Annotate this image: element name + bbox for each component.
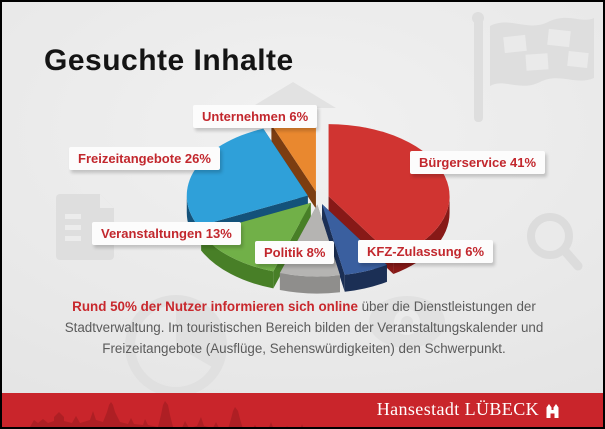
pie-label-buergerservice: Bürgerservice 41%: [410, 151, 546, 174]
pie-label-unternehmen: Unternehmen 6%: [193, 105, 318, 128]
pie-slice-veranstaltungen: [201, 202, 311, 272]
footer-logo: Hansestadt LÜBECK: [377, 399, 559, 420]
arrow-up-icon: [250, 82, 336, 124]
footer-bar: Hansestadt LÜBECK: [2, 393, 603, 427]
pie-circle-icon: [125, 295, 227, 394]
pie-slice-kfz-zulassung-side: [344, 264, 387, 292]
eye-icon: [369, 296, 445, 348]
holstentor-gate-icon: [546, 403, 559, 418]
flag-icon: [472, 12, 594, 122]
pie-slice-politik-side: [279, 273, 340, 294]
body-text-rest: über die Dienstleistungen der Stadtverwa…: [64, 299, 544, 356]
pie-label-veranstaltungen: Veranstaltungen 13%: [92, 222, 241, 245]
footer-logo-text: Hansestadt LÜBECK: [376, 399, 539, 419]
pie-label-politik: Politik 8%: [255, 241, 335, 264]
pie-slice-unternehmen: [271, 119, 316, 192]
city-skyline-silhouette: [30, 401, 347, 427]
body-text: Rund 50% der Nutzer informieren sich onl…: [56, 296, 552, 359]
pie-slice-unternehmen-edge-0: [271, 124, 316, 209]
pie-label-freizeitangebote: Freizeitangebote 26%: [69, 147, 220, 170]
page-title: Gesuchte Inhalte: [44, 44, 294, 77]
pie-slice-veranstaltungen-side: [201, 233, 274, 289]
body-text-highlight: Rund 50% der Nutzer informieren sich onl…: [72, 299, 358, 314]
pie-label-kfz-zulassung: KFZ-Zulassung 6%: [358, 240, 494, 263]
search-icon: [527, 213, 583, 271]
